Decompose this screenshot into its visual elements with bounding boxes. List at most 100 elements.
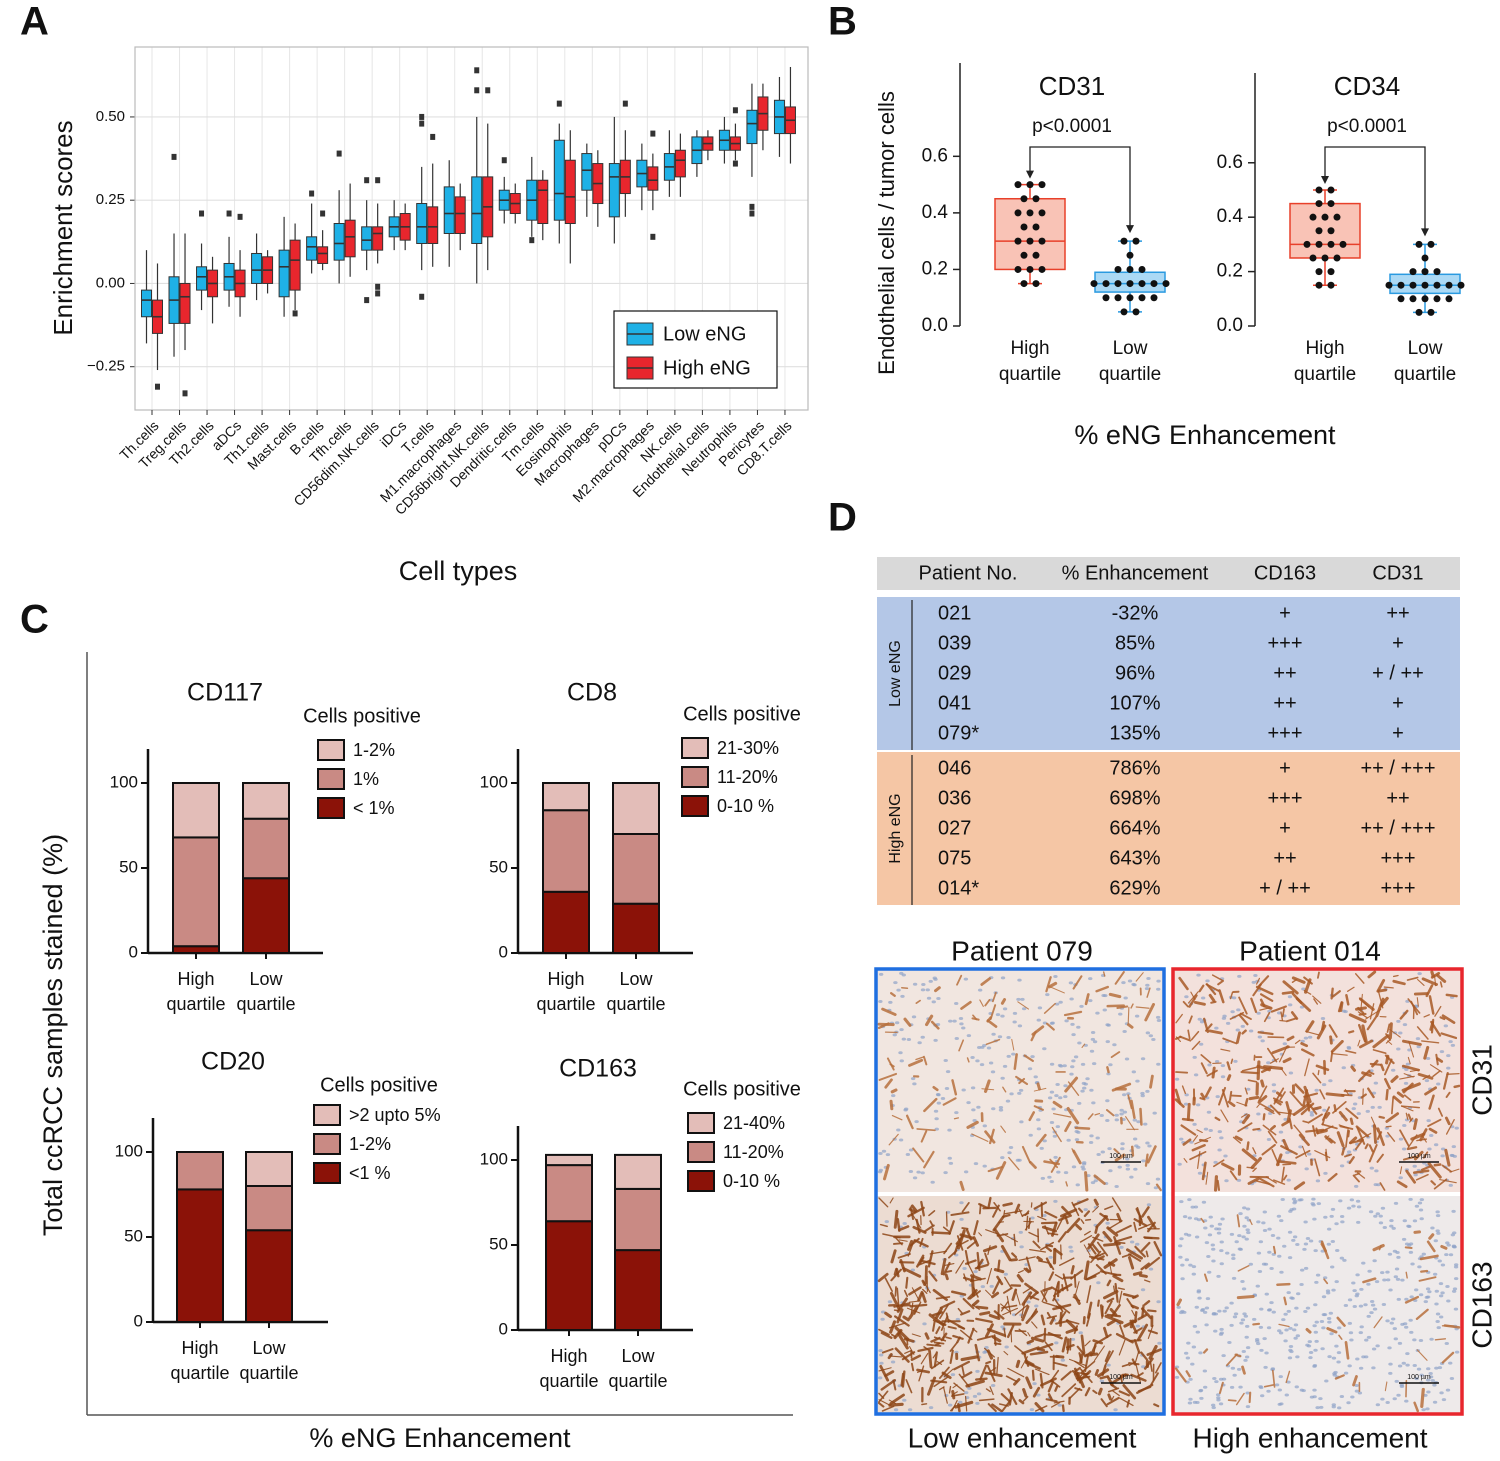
tissue-nucleus: [1396, 1297, 1402, 1301]
tissue-nucleus: [1284, 1393, 1289, 1397]
tissue-stain: [920, 1130, 928, 1143]
tissue-stain: [944, 1263, 955, 1266]
tissue-stain: [1244, 1087, 1248, 1095]
tissue-stain: [940, 1315, 949, 1331]
bar-segment: [614, 1187, 662, 1252]
tissue-stain: [1385, 1088, 1389, 1101]
tissue-nucleus: [1239, 1321, 1244, 1325]
tissue-stain: [1344, 1153, 1352, 1158]
tissue-nucleus: [1393, 1201, 1399, 1205]
tissue-nucleus: [1114, 1184, 1119, 1188]
tissue-nucleus: [1446, 1054, 1451, 1058]
table-cell: 046: [938, 757, 971, 779]
tissue-stain: [1011, 1252, 1018, 1259]
data-point: [1315, 200, 1323, 208]
tissue-nucleus: [1194, 1235, 1200, 1239]
tissue-nucleus: [1355, 1199, 1361, 1203]
tissue-stain: [1199, 1097, 1206, 1101]
tissue-nucleus: [1320, 1347, 1325, 1351]
data-point: [1327, 281, 1335, 289]
tissue-nucleus: [1123, 996, 1128, 1000]
table-cell: 85%: [1115, 632, 1155, 654]
tissue-nucleus: [1284, 1328, 1289, 1332]
tissue-stain: [1220, 1048, 1231, 1052]
tissue-stain: [958, 1039, 965, 1052]
tissue-stain: [1291, 979, 1297, 983]
tissue-stain: [1147, 1309, 1157, 1313]
tissue-stain: [1054, 1385, 1059, 1392]
tissue-stain: [1011, 1288, 1018, 1301]
tissue-stain: [1191, 1144, 1206, 1152]
tissue-nucleus: [1057, 1403, 1062, 1407]
tissue-stain: [1368, 1144, 1378, 1163]
tissue-nucleus: [1336, 1360, 1341, 1364]
tissue-stain: [1420, 1269, 1429, 1273]
tissue-nucleus: [1214, 1380, 1219, 1384]
x-tick-label: Low quartile: [239, 1338, 299, 1383]
tissue-stain: [1000, 998, 1007, 1005]
tissue-stain: [1024, 1282, 1039, 1294]
tissue-stain: [1435, 1053, 1439, 1066]
tissue-nucleus: [1244, 1335, 1249, 1339]
tissue-nucleus: [1191, 1345, 1197, 1349]
x-tick-label: High quartile: [539, 1346, 599, 1391]
tissue-stain: [986, 1267, 993, 1285]
tissue-nucleus: [1200, 996, 1206, 1000]
tissue-stain: [1281, 990, 1295, 995]
tissue-nucleus: [1366, 1282, 1371, 1286]
tissue-stain: [1032, 1386, 1041, 1398]
tissue-nucleus: [1424, 1079, 1430, 1083]
tissue-stain: [932, 1321, 936, 1332]
tissue-stain: [1133, 1221, 1137, 1232]
tissue-stain: [1084, 1230, 1091, 1236]
tissue-nucleus: [1021, 1007, 1027, 1011]
tissue-stain: [892, 1379, 897, 1391]
tissue-stain: [1033, 1201, 1047, 1210]
tissue-stain: [1329, 1035, 1333, 1045]
tissue-stain: [910, 1204, 918, 1213]
tissue-stain: [1097, 1368, 1110, 1378]
tissue-stain: [1393, 974, 1399, 978]
tissue-nucleus: [1388, 1362, 1393, 1366]
tissue-nucleus: [1394, 1267, 1400, 1271]
tissue-nucleus: [1238, 1247, 1243, 1251]
tissue-stain: [1303, 1092, 1319, 1098]
tissue-stain: [942, 1386, 948, 1404]
tissue-stain: [1200, 1217, 1205, 1223]
tissue-nucleus: [1056, 1170, 1061, 1174]
tissue-nucleus: [1195, 1103, 1201, 1107]
tissue-nucleus: [980, 1285, 986, 1289]
tissue-stain: [966, 1120, 979, 1129]
tissue-nucleus: [1435, 1319, 1440, 1323]
tissue-stain: [1140, 1307, 1153, 1320]
tissue-nucleus: [1241, 1235, 1246, 1239]
tissue-nucleus: [1075, 1183, 1080, 1187]
tissue-stain: [1047, 1393, 1053, 1401]
tissue-nucleus: [1278, 1331, 1284, 1335]
tissue-stain: [975, 1305, 989, 1310]
tissue-nucleus: [1042, 1139, 1047, 1143]
table-cell: 039: [938, 632, 971, 654]
tissue-nucleus: [1324, 1379, 1329, 1383]
tissue-nucleus: [1240, 1280, 1245, 1284]
tissue-stain: [1128, 1362, 1140, 1366]
tissue-nucleus: [1329, 1214, 1334, 1218]
tissue-stain: [1135, 972, 1144, 982]
tissue-stain: [1189, 1151, 1207, 1161]
tissue-nucleus: [1316, 1202, 1322, 1206]
bar-segment: [172, 836, 220, 948]
tissue-nucleus: [1277, 1329, 1282, 1333]
tissue-stain: [1090, 1250, 1102, 1264]
tissue-stain: [1083, 1244, 1091, 1256]
tissue-nucleus: [1244, 1324, 1250, 1328]
tissue-nucleus: [1217, 1130, 1223, 1134]
table-cell: +: [1279, 757, 1291, 779]
arrow-head: [1126, 225, 1134, 234]
tissue-nucleus: [1438, 1294, 1444, 1298]
tissue-nucleus: [1266, 1326, 1272, 1330]
tissue-stain: [1130, 1145, 1135, 1157]
data-point: [1014, 181, 1022, 189]
tissue-stain: [1084, 993, 1090, 1006]
tissue-stain: [1118, 1290, 1123, 1304]
tissue-nucleus: [1394, 1379, 1399, 1383]
